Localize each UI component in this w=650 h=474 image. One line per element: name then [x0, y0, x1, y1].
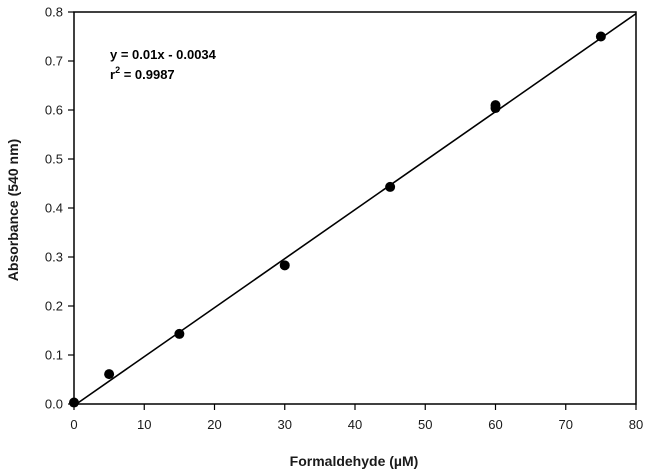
y-tick-label: 0.5: [45, 152, 63, 167]
x-tick-label: 50: [418, 417, 432, 432]
data-point: [104, 369, 115, 380]
y-axis-title: Absorbance (540 nm): [5, 139, 21, 281]
y-tick-label: 0.3: [45, 250, 63, 265]
y-axis-ticks: 0.0 0.1 0.2 0.3 0.4 0.5 0.6 0.7 0.8: [45, 5, 74, 412]
r-value: = 0.9987: [120, 67, 175, 82]
r-symbol: r: [110, 67, 115, 82]
x-axis-title: Formaldehyde (µM): [290, 453, 419, 469]
x-tick-label: 20: [207, 417, 221, 432]
x-tick-label: 60: [488, 417, 502, 432]
x-tick-label: 30: [278, 417, 292, 432]
x-axis-ticks: 0 10 20 30 40 50 60 70 80: [70, 404, 643, 432]
y-tick-label: 0.8: [45, 5, 63, 20]
data-point: [174, 328, 185, 339]
x-tick-label: 40: [348, 417, 362, 432]
fit-line-layer: [75, 13, 637, 405]
y-tick-label: 0.4: [45, 201, 63, 216]
data-point: [595, 31, 606, 42]
data-point: [490, 103, 501, 114]
data-points-layer: [69, 31, 606, 408]
x-tick-label: 10: [137, 417, 151, 432]
fit-equation: y = 0.01x - 0.0034: [110, 47, 217, 62]
x-tick-label: 80: [629, 417, 643, 432]
y-tick-label: 0.6: [45, 103, 63, 118]
x-tick-label: 0: [70, 417, 77, 432]
y-tick-label: 0.2: [45, 299, 63, 314]
r-squared-label: r2 = 0.9987: [110, 65, 175, 82]
y-tick-label: 0.7: [45, 54, 63, 69]
r-superscript: 2: [115, 65, 120, 75]
y-tick-label: 0.1: [45, 348, 63, 363]
x-tick-label: 70: [559, 417, 573, 432]
data-point: [279, 260, 290, 271]
data-point: [69, 397, 79, 408]
y-tick-label: 0.0: [45, 397, 63, 412]
data-point: [385, 181, 396, 192]
regression-line: [75, 13, 637, 405]
